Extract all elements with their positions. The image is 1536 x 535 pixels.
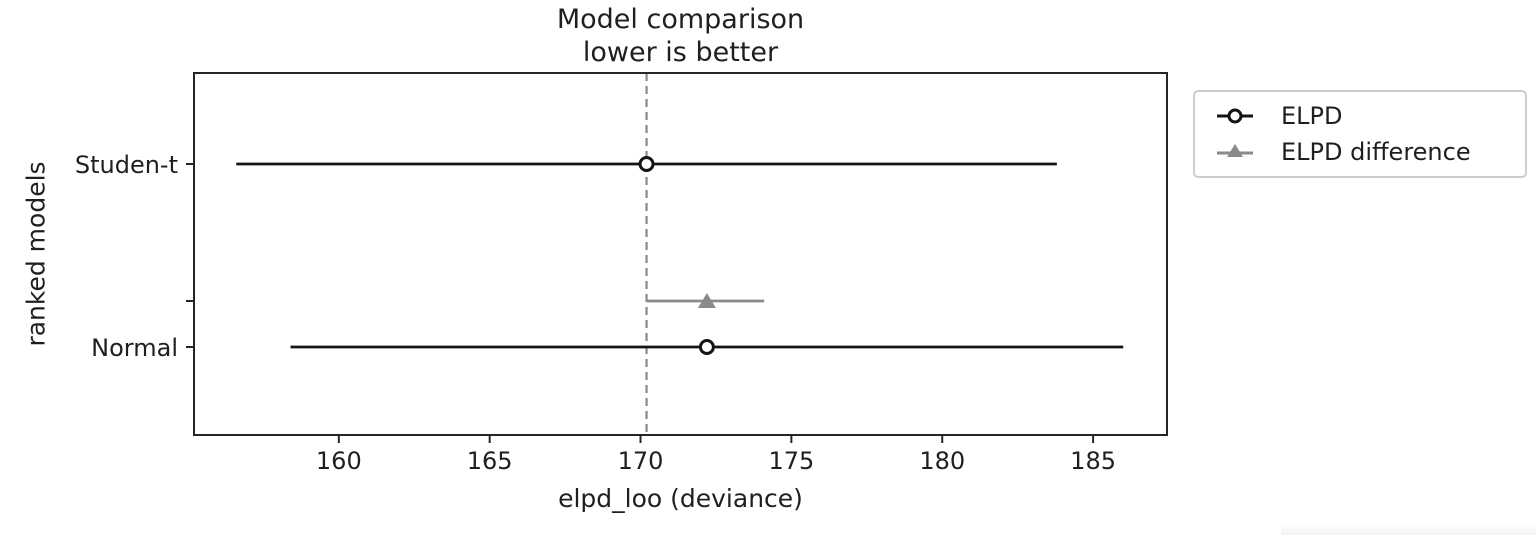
x-tick-label: 185 bbox=[1070, 447, 1116, 475]
legend-label-elpd: ELPD bbox=[1281, 102, 1343, 130]
x-axis-label: elpd_loo (deviance) bbox=[558, 484, 803, 513]
y-tick-label: Normal bbox=[91, 334, 178, 362]
x-tick-label: 175 bbox=[768, 447, 814, 475]
elpd-marker bbox=[638, 156, 655, 173]
partial-element-artifact bbox=[1281, 524, 1536, 535]
x-tick-label: 160 bbox=[316, 447, 362, 475]
legend-label-elpd-difference: ELPD difference bbox=[1281, 138, 1471, 166]
legend-item-elpd-difference: ELPD difference bbox=[1215, 135, 1525, 169]
chart-title: Model comparison lower is better bbox=[194, 3, 1167, 69]
legend-item-elpd: ELPD bbox=[1215, 99, 1525, 133]
elpd-difference-legend-marker-icon bbox=[1217, 144, 1253, 157]
x-tick-label: 180 bbox=[919, 447, 965, 475]
elpd-difference-marker bbox=[697, 292, 716, 308]
x-tick-label: 170 bbox=[618, 447, 664, 475]
elpd-legend-marker-icon bbox=[1217, 108, 1253, 124]
chart-title-line1: Model comparison bbox=[556, 4, 805, 35]
y-tick-label: Studen-t bbox=[75, 151, 178, 179]
y-axis-label: ranked models bbox=[21, 161, 51, 347]
chart-title-line2: lower is better bbox=[582, 37, 779, 68]
elpd-marker bbox=[698, 338, 715, 355]
legend: ELPD ELPD difference bbox=[1193, 90, 1527, 178]
plot-border bbox=[193, 72, 1168, 436]
x-tick-label: 165 bbox=[467, 447, 513, 475]
